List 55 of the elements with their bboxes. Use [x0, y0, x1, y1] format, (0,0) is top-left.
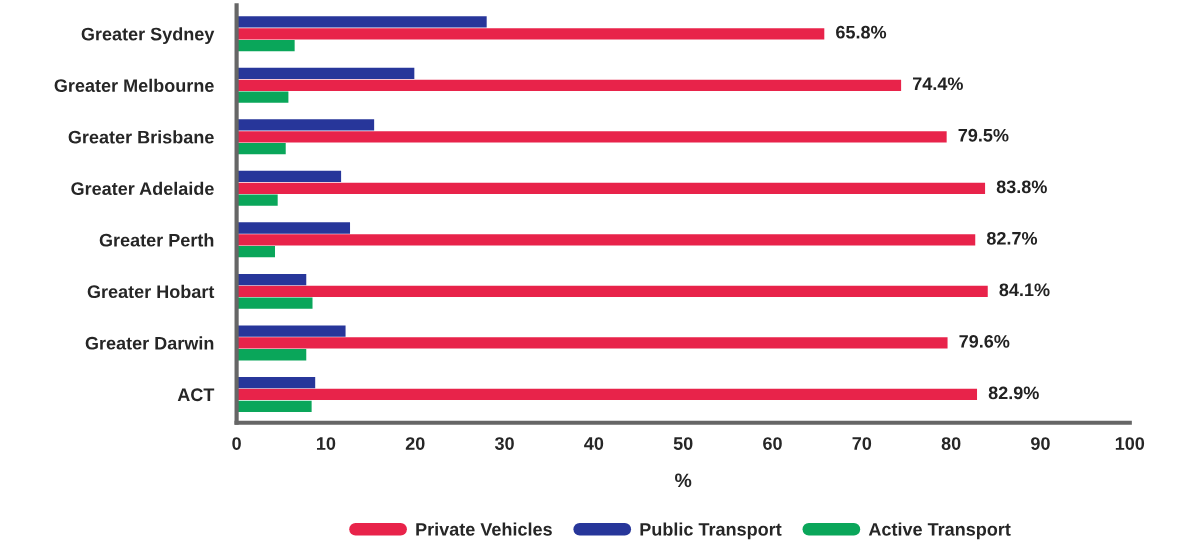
- bar: [236, 182, 986, 194]
- y-tick-label: Greater Darwin: [85, 336, 214, 350]
- data-label: 79.6%: [959, 334, 1010, 348]
- data-label: 74.4%: [913, 77, 963, 91]
- bar: [236, 234, 976, 246]
- data-label: 83.8%: [996, 180, 1047, 194]
- bar: [236, 91, 289, 103]
- bar: [236, 119, 375, 131]
- y-tick-label: Greater Perth: [99, 233, 214, 247]
- data-label: 84.1%: [999, 283, 1050, 297]
- x-tick-label: 0: [232, 437, 241, 450]
- x-tick-label: 100: [1115, 437, 1145, 450]
- y-tick-label: Greater Melbourne: [54, 78, 214, 92]
- bar: [236, 222, 351, 234]
- x-tick-label: 70: [852, 437, 872, 450]
- bar: [236, 67, 415, 80]
- bar: [236, 349, 307, 361]
- x-tick-label: 60: [763, 437, 782, 450]
- bar: [236, 131, 947, 143]
- bar: [236, 273, 307, 286]
- data-label: 65.8%: [836, 25, 887, 39]
- bar: [236, 79, 902, 91]
- bar: [236, 194, 278, 206]
- bar: [236, 39, 295, 52]
- data-label: 82.9%: [988, 386, 1039, 400]
- y-tick-label: ACT: [177, 388, 215, 402]
- x-tick-label: 10: [317, 437, 336, 450]
- legend-label: Public Transport: [640, 522, 782, 540]
- bar: [236, 400, 312, 412]
- bar: [236, 28, 825, 40]
- x-tick-label: 80: [941, 437, 961, 450]
- x-axis-title: %: [675, 473, 692, 488]
- x-tick-label: 20: [405, 437, 425, 450]
- y-tick-label: Greater Adelaide: [71, 181, 214, 196]
- bar: [236, 337, 948, 349]
- bar: [236, 297, 313, 309]
- bar: [236, 285, 988, 297]
- bar: [236, 143, 286, 155]
- x-tick-label: 40: [584, 437, 604, 450]
- bar: [236, 16, 487, 28]
- bar: [236, 170, 342, 183]
- y-tick-label: Greater Brisbane: [68, 130, 214, 144]
- x-tick-label: 50: [673, 437, 693, 450]
- data-label: 82.7%: [986, 231, 1038, 245]
- y-tick-label: Greater Sydney: [81, 27, 215, 45]
- bar: [236, 325, 346, 337]
- bar: [236, 388, 978, 401]
- data-label: 79.5%: [958, 128, 1009, 142]
- bar: [236, 376, 316, 389]
- x-tick-label: 30: [494, 437, 514, 450]
- y-tick-label: Greater Hobart: [87, 284, 215, 299]
- x-tick-label: 90: [1031, 437, 1050, 450]
- bar: [236, 246, 276, 258]
- legend-label: Private Vehicles: [416, 522, 552, 536]
- legend-label: Active Transport: [868, 522, 1011, 540]
